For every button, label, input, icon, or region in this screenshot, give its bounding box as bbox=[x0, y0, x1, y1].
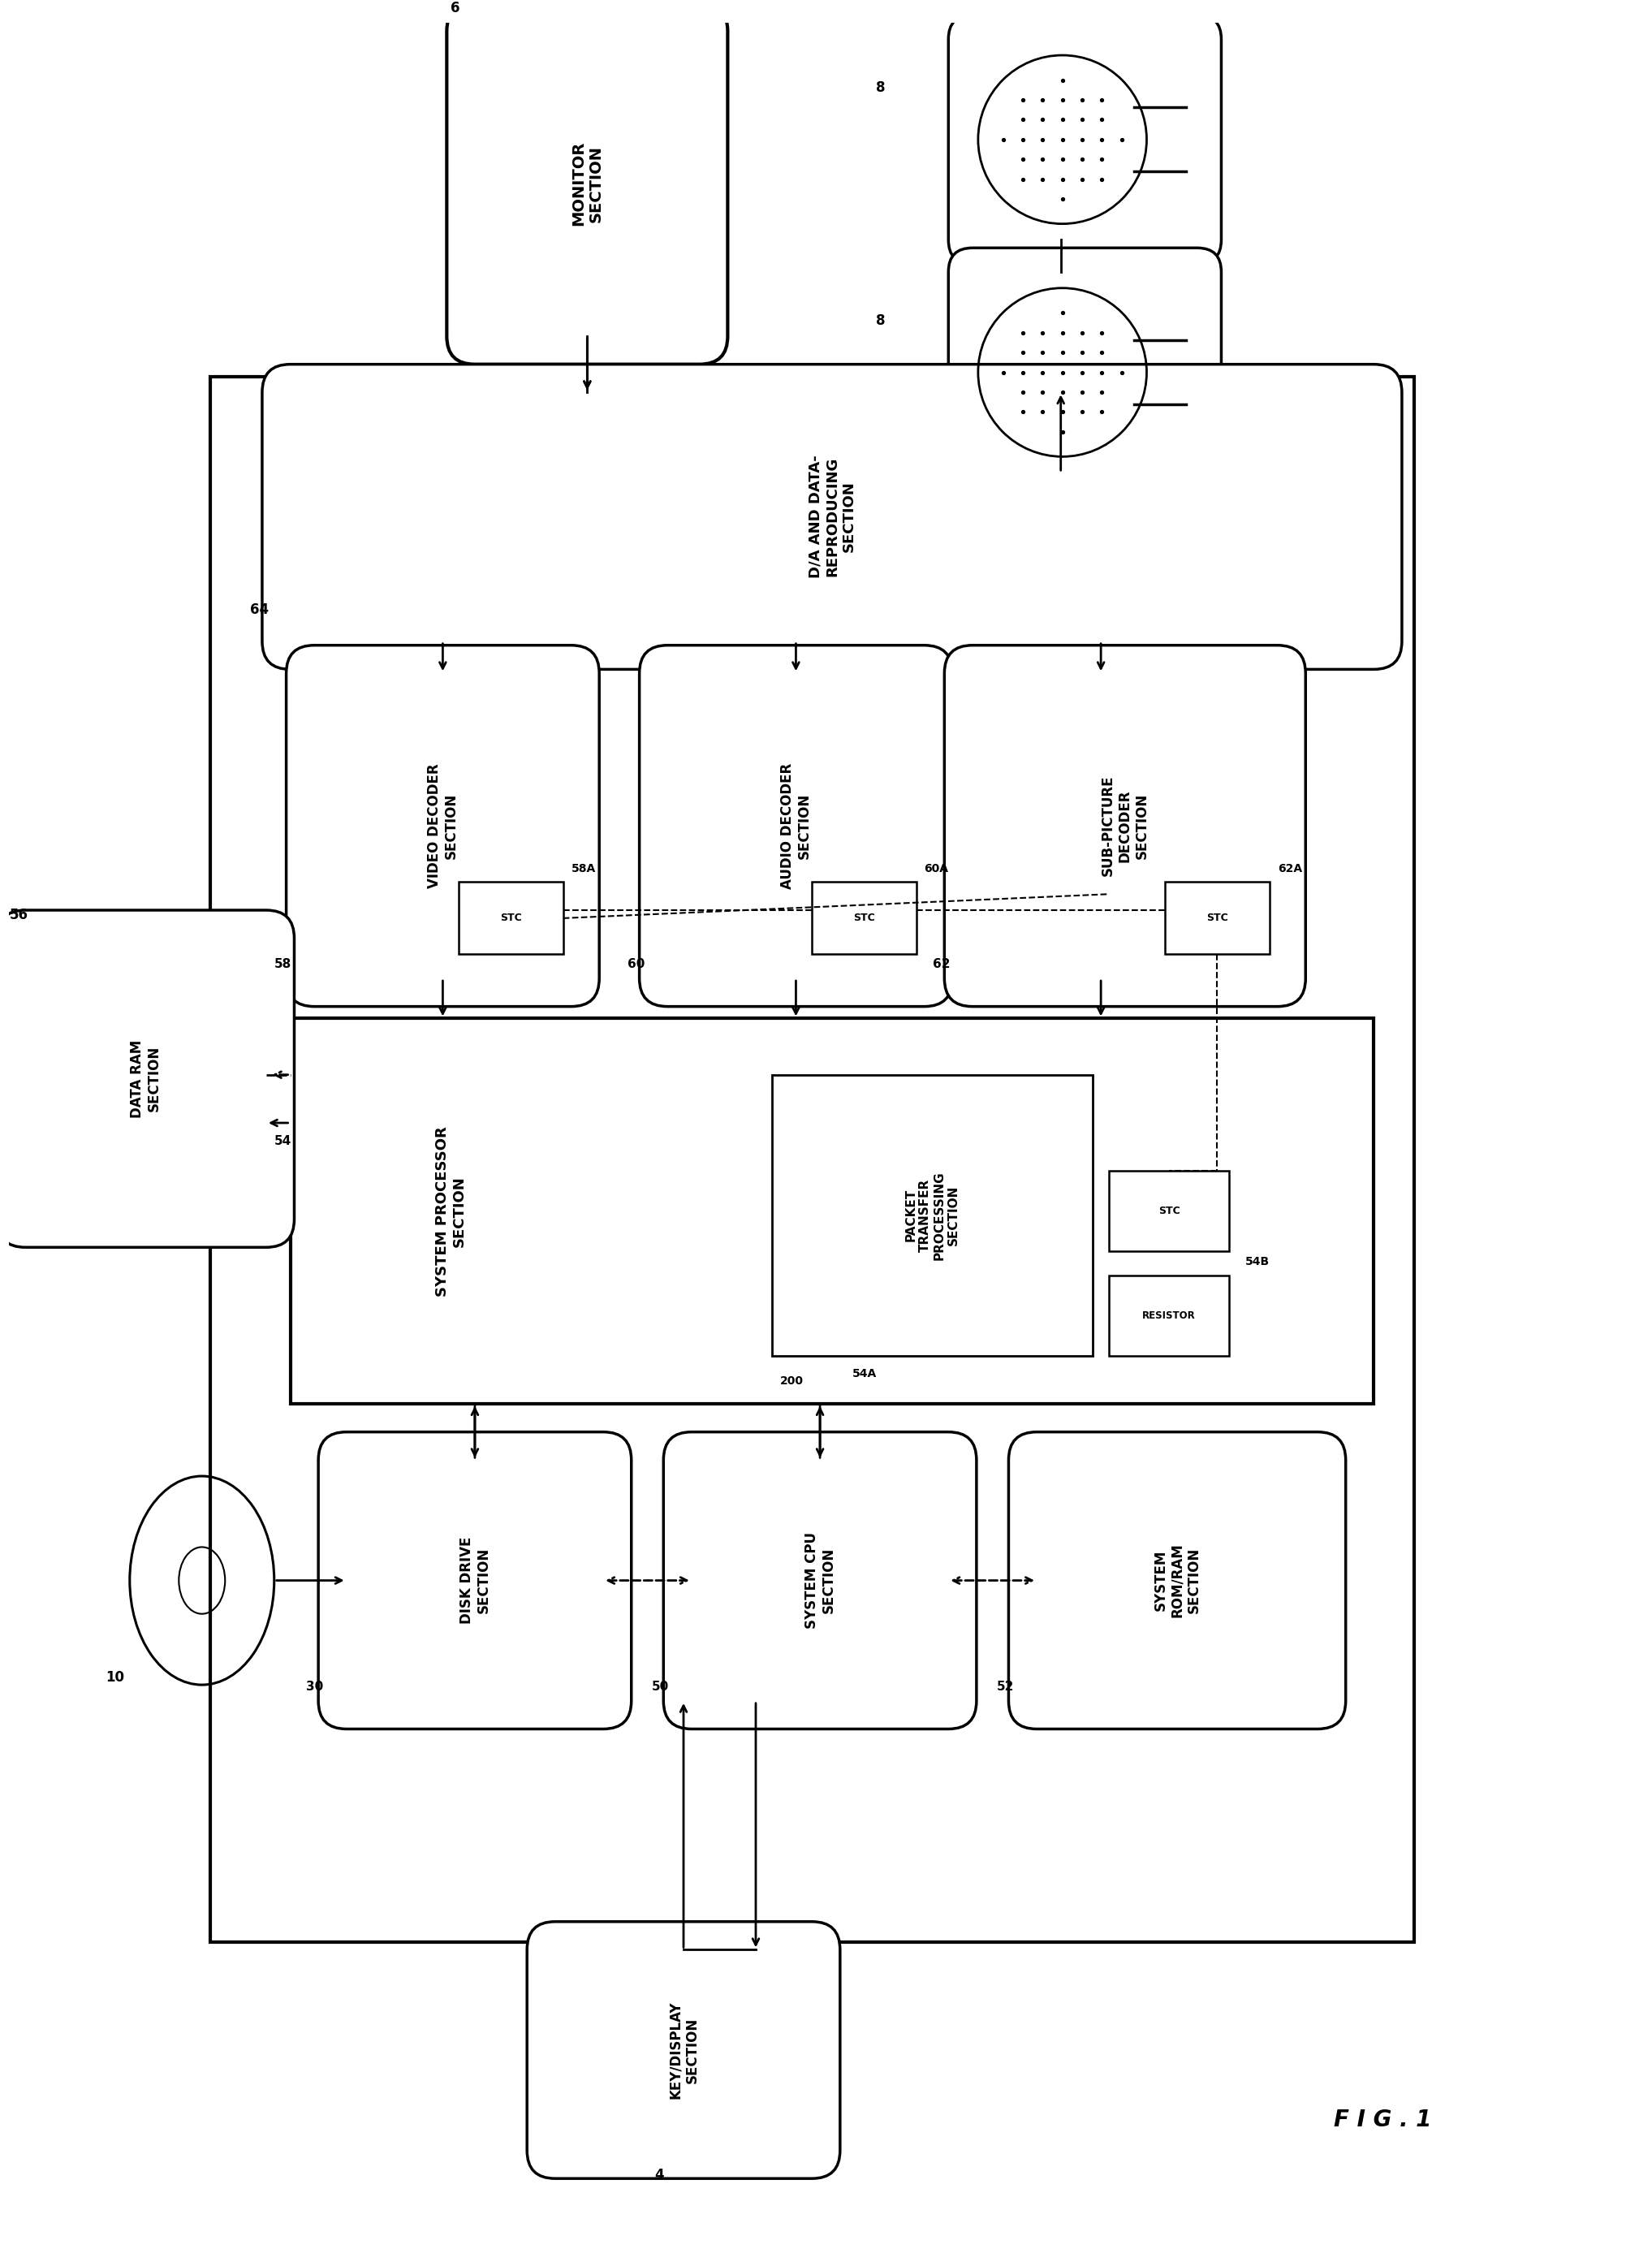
Text: SYSTEM CPU
SECTION: SYSTEM CPU SECTION bbox=[805, 1532, 836, 1628]
FancyBboxPatch shape bbox=[1009, 1433, 1346, 1729]
Text: SYSTEM
ROM/RAM
SECTION: SYSTEM ROM/RAM SECTION bbox=[1153, 1543, 1201, 1617]
Bar bbox=[1165, 882, 1269, 954]
Text: 30: 30 bbox=[306, 1680, 324, 1693]
Text: 60A: 60A bbox=[925, 864, 948, 875]
Text: STC: STC bbox=[501, 913, 522, 924]
FancyBboxPatch shape bbox=[639, 645, 953, 1008]
FancyBboxPatch shape bbox=[446, 2, 727, 364]
Text: 58A: 58A bbox=[572, 864, 596, 875]
Bar bbox=[811, 882, 917, 954]
Text: DATA RAM
SECTION: DATA RAM SECTION bbox=[131, 1039, 162, 1118]
Text: 54: 54 bbox=[274, 1136, 291, 1147]
Text: 64: 64 bbox=[249, 603, 269, 616]
Text: RESISTOR: RESISTOR bbox=[1143, 1311, 1196, 1320]
Bar bbox=[1108, 1172, 1229, 1250]
Text: AUDIO DECODER
SECTION: AUDIO DECODER SECTION bbox=[780, 762, 811, 888]
FancyBboxPatch shape bbox=[527, 1921, 841, 2179]
Text: 54B: 54B bbox=[1246, 1255, 1270, 1268]
Bar bbox=[459, 882, 563, 954]
Text: 200: 200 bbox=[780, 1376, 803, 1388]
FancyBboxPatch shape bbox=[0, 911, 294, 1248]
Text: 58: 58 bbox=[274, 958, 291, 969]
Text: 56: 56 bbox=[10, 909, 28, 922]
FancyBboxPatch shape bbox=[286, 645, 600, 1008]
Text: D/A AND DATA-
REPRODUCING
SECTION: D/A AND DATA- REPRODUCING SECTION bbox=[808, 454, 856, 578]
FancyBboxPatch shape bbox=[948, 16, 1221, 263]
Text: DISK DRIVE
SECTION: DISK DRIVE SECTION bbox=[459, 1536, 491, 1624]
Bar bbox=[291, 1019, 1374, 1403]
Text: 62: 62 bbox=[932, 958, 950, 969]
Text: KEY/DISPLAY
SECTION: KEY/DISPLAY SECTION bbox=[667, 2002, 699, 2098]
Text: 54A: 54A bbox=[852, 1367, 877, 1381]
Bar bbox=[210, 376, 1414, 1941]
Text: SUB-PICTURE
DECODER
SECTION: SUB-PICTURE DECODER SECTION bbox=[1100, 776, 1150, 877]
Text: 62A: 62A bbox=[1277, 864, 1302, 875]
Text: 10: 10 bbox=[106, 1671, 124, 1685]
Text: STC: STC bbox=[854, 913, 876, 924]
Text: 4: 4 bbox=[654, 2168, 664, 2182]
Text: SYSTEM PROCESSOR
SECTION: SYSTEM PROCESSOR SECTION bbox=[434, 1127, 466, 1295]
Text: STC: STC bbox=[1206, 913, 1227, 924]
FancyBboxPatch shape bbox=[664, 1433, 976, 1729]
Bar bbox=[1108, 1275, 1229, 1356]
FancyBboxPatch shape bbox=[319, 1433, 631, 1729]
Text: MONITOR
SECTION: MONITOR SECTION bbox=[570, 142, 605, 227]
Text: 60: 60 bbox=[628, 958, 644, 969]
FancyBboxPatch shape bbox=[263, 364, 1403, 670]
Text: 8: 8 bbox=[876, 313, 885, 328]
Text: F I G . 1: F I G . 1 bbox=[1333, 2110, 1431, 2132]
Text: 50: 50 bbox=[651, 1680, 669, 1693]
FancyBboxPatch shape bbox=[948, 247, 1221, 497]
Text: PACKET
TRANSFER
PROCESSING
SECTION: PACKET TRANSFER PROCESSING SECTION bbox=[905, 1172, 960, 1259]
Text: 8: 8 bbox=[876, 81, 885, 94]
Text: 6: 6 bbox=[451, 0, 461, 16]
FancyBboxPatch shape bbox=[945, 645, 1305, 1008]
Text: STC: STC bbox=[1158, 1205, 1180, 1217]
Text: VIDEO DECODER
SECTION: VIDEO DECODER SECTION bbox=[426, 762, 459, 888]
Text: 52: 52 bbox=[996, 1680, 1014, 1693]
Bar bbox=[771, 1075, 1094, 1356]
